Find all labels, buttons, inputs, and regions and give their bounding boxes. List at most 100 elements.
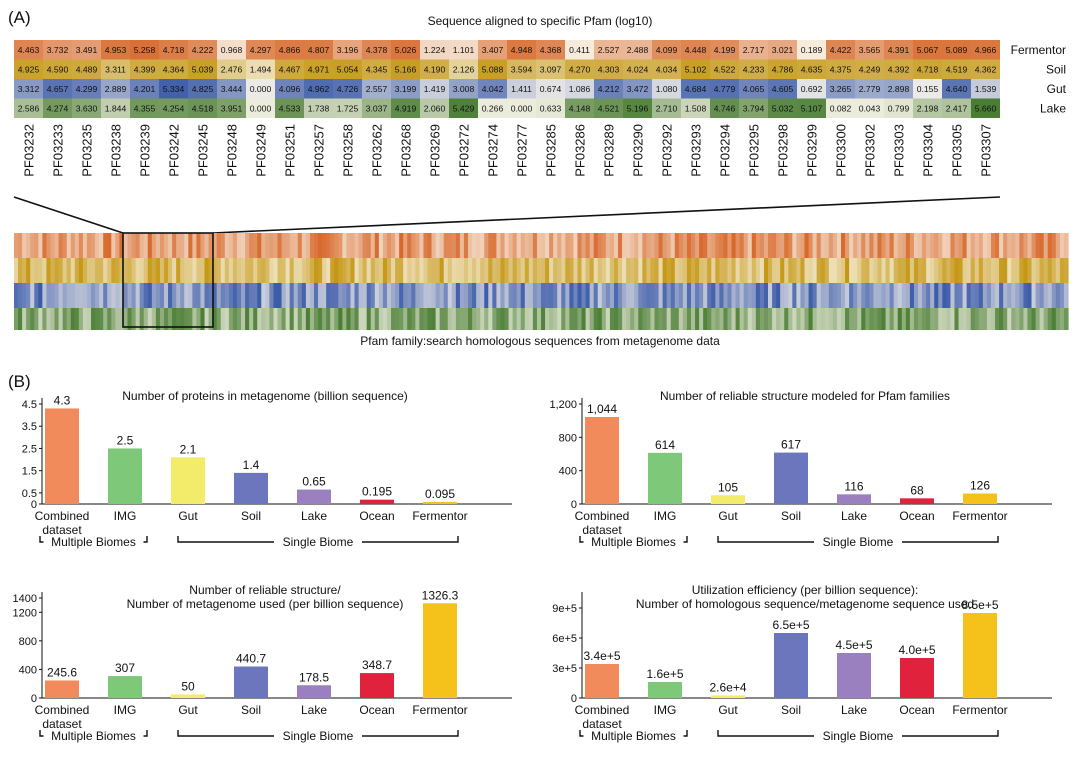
category-label: Soil: [781, 703, 801, 717]
strip-segment: [1047, 308, 1053, 330]
strip-segment: [768, 283, 773, 308]
strip-segment: [151, 308, 157, 330]
strip-segment: [224, 283, 230, 308]
strip-segment: [828, 308, 834, 330]
strip-segment: [54, 258, 60, 283]
strip-segment: [208, 233, 214, 258]
strip-segment: [249, 308, 254, 330]
strip-segment: [38, 233, 43, 258]
strip-segment: [358, 283, 364, 308]
strip-segment: [232, 258, 238, 283]
heatmap-cell: [913, 40, 942, 60]
bar: [234, 472, 268, 504]
strip-segment: [86, 233, 92, 258]
heatmap-cell-value: 4.726: [337, 84, 359, 94]
strip-segment: [338, 283, 343, 308]
strip-segment: [528, 283, 534, 308]
strip-segment: [451, 308, 457, 330]
strip-segment: [58, 233, 64, 258]
heatmap-cell-value: 4.925: [18, 65, 40, 75]
strip-segment: [962, 258, 968, 283]
heatmap-cell-value: 5.102: [685, 65, 707, 75]
strip-segment: [86, 258, 92, 283]
strip-segment: [958, 283, 964, 308]
heatmap-cell: [884, 79, 913, 99]
strip-segment: [127, 258, 133, 283]
heatmap-cell-value: 5.334: [163, 84, 185, 94]
heatmap-cell: [913, 98, 942, 118]
strip-segment: [658, 258, 664, 283]
strip-segment: [297, 258, 303, 283]
bar-value-label: 68: [910, 483, 924, 497]
heatmap-cell-value: 0.266: [482, 104, 504, 114]
strip-segment: [589, 233, 595, 258]
strip-segment: [974, 258, 980, 283]
strip-segment: [403, 308, 408, 330]
strip-segment: [597, 258, 603, 283]
strip-segment: [309, 283, 315, 308]
strip-segment: [703, 258, 708, 283]
strip-segment: [257, 258, 262, 283]
strip-segment: [788, 283, 793, 308]
strip-segment: [678, 233, 684, 258]
strip-segment: [869, 283, 875, 308]
heatmap-cell-value: 2.717: [743, 45, 765, 55]
strip-segment: [224, 233, 230, 258]
bar-value-label: 1326.3: [422, 588, 459, 602]
strip-segment: [699, 283, 704, 308]
strip-segment: [492, 308, 498, 330]
strip-segment: [103, 233, 108, 258]
strip-segment: [622, 283, 627, 308]
heatmap-cell: [507, 40, 536, 60]
strip-segment: [34, 233, 39, 258]
strip-segment: [638, 308, 643, 330]
category-label: dataset: [582, 717, 622, 731]
strip-segment: [455, 233, 461, 258]
strip-segment: [1011, 283, 1016, 308]
strip-segment: [54, 233, 60, 258]
strip-segment: [877, 308, 883, 330]
strip-segment: [759, 308, 765, 330]
heatmap-cell-value: 0.155: [917, 84, 939, 94]
strip-segment: [561, 283, 566, 308]
strip-segment: [674, 258, 680, 283]
heatmap-cell-value: 4.605: [772, 84, 794, 94]
strip-segment: [22, 283, 27, 308]
strip-segment: [54, 283, 60, 308]
group-label-bg: [274, 728, 362, 744]
heatmap-column-label: PF03299: [805, 124, 820, 177]
strip-segment: [922, 258, 927, 283]
strip-segment: [224, 258, 230, 283]
heatmap-cell: [594, 59, 623, 79]
strip-segment: [103, 283, 108, 308]
strip-segment: [370, 258, 376, 283]
strip-segment: [707, 233, 712, 258]
heatmap-column-label: PF03289: [602, 124, 617, 177]
heatmap-cell-value: 4.270: [569, 65, 591, 75]
strip-segment: [273, 233, 279, 258]
strip-segment: [999, 283, 1004, 308]
strip-segment: [995, 233, 1000, 258]
strip-segment: [557, 258, 562, 283]
heatmap-cell-value: 4.190: [424, 65, 446, 75]
bar: [423, 501, 457, 504]
heatmap-column-label: PF03268: [399, 124, 414, 177]
strip-segment: [192, 258, 198, 283]
strip-segment: [419, 308, 425, 330]
strip-segment: [804, 233, 810, 258]
strip-segment: [731, 233, 737, 258]
strip-segment: [682, 233, 688, 258]
category-label: Soil: [781, 509, 801, 523]
strip-segment: [901, 233, 907, 258]
strip-segment: [516, 258, 522, 283]
heatmap-cell: [130, 40, 159, 60]
strip-segment: [172, 258, 177, 283]
strip-segment: [127, 233, 133, 258]
heatmap-cell: [101, 98, 130, 118]
strip-segment: [245, 233, 250, 258]
heatmap-cell: [188, 98, 217, 118]
strip-segment: [715, 308, 720, 330]
strip-segment: [881, 283, 887, 308]
heatmap-cell: [391, 59, 420, 79]
strip-segment: [918, 283, 923, 308]
